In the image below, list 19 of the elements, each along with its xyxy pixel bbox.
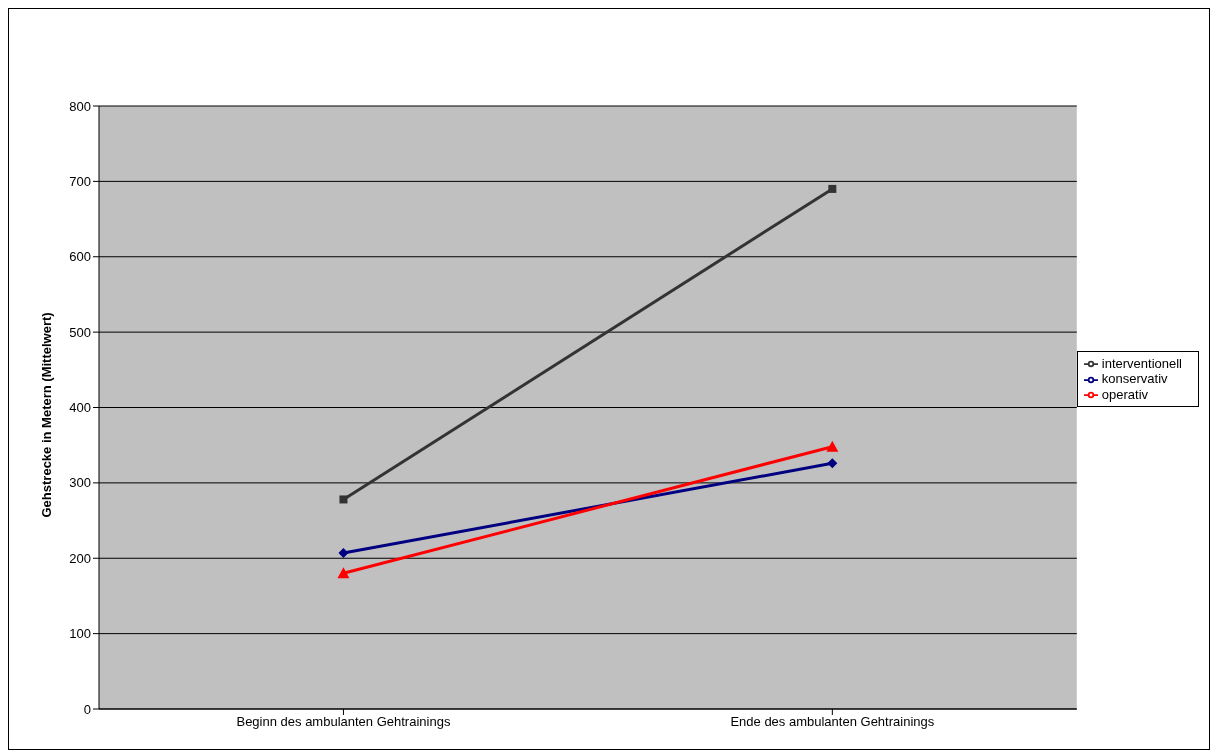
y-tick-label: 300 bbox=[69, 475, 91, 491]
y-tick-label: 700 bbox=[69, 173, 91, 189]
y-tick-label: 0 bbox=[83, 701, 91, 717]
y-tick-label: 100 bbox=[69, 626, 91, 642]
y-axis-title: Gehstrecke in Metern (Mittelwert) bbox=[38, 312, 54, 518]
y-tick-label: 200 bbox=[69, 550, 91, 566]
legend-label: konservativ bbox=[1101, 371, 1168, 387]
point bbox=[827, 458, 838, 469]
legend-label: interventionell bbox=[1101, 355, 1182, 371]
y-tick-label: 600 bbox=[69, 249, 91, 265]
point bbox=[828, 184, 837, 193]
legend-label: operativ bbox=[1101, 386, 1149, 402]
point bbox=[339, 495, 348, 504]
x-tick-label: Ende des ambulanten Gehtrainings bbox=[730, 714, 935, 730]
y-tick-label: 500 bbox=[69, 324, 91, 340]
x-tick-label: Beginn des ambulanten Gehtrainings bbox=[236, 714, 451, 730]
point bbox=[338, 547, 349, 558]
y-tick-label: 400 bbox=[69, 400, 91, 416]
y-tick-label: 800 bbox=[69, 98, 91, 114]
